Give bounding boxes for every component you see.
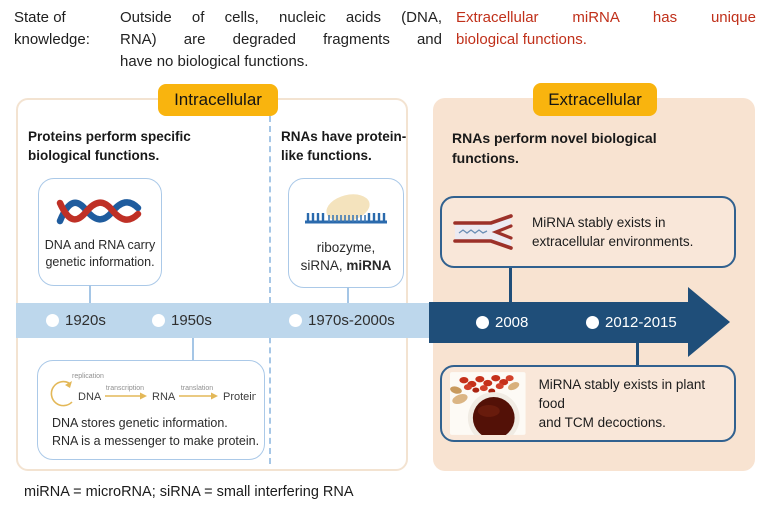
timeline-arrowhead [688, 287, 730, 357]
blood-vessel-icon [453, 214, 513, 250]
caption-line: DNA and RNA carry [44, 238, 156, 252]
caption-line: MiRNA stably exists in [532, 215, 666, 230]
statement-line: have no biological functions. [120, 53, 309, 70]
heading-line: like functions. [281, 148, 372, 163]
statement-line: Outside of cells, nucleic acids (DNA, [120, 9, 442, 26]
timeline-dot [152, 314, 165, 327]
plant-food-tcm-box: MiRNA stably exists in plant food and TC… [440, 365, 736, 442]
abbreviation-footnote: miRNA = microRNA; siRNA = small interfer… [24, 484, 354, 500]
intracellular-badge: Intracellular [158, 84, 278, 116]
timeline-marker-2012-2015: 2012-2015 [586, 302, 677, 343]
central-dogma-box: replication DNA transcription RNA transl… [37, 360, 265, 460]
rna-functions-heading: RNAs have protein- like functions. [281, 127, 411, 165]
timeline-dot [46, 314, 59, 327]
badge-label: Intracellular [174, 90, 262, 109]
heading-line: RNAs perform novel biological [452, 130, 657, 146]
statement-line: biological functions. [456, 31, 587, 48]
caption-line: extracellular environments. [532, 234, 694, 249]
vessel-box-caption: MiRNA stably exists in extracellular env… [532, 213, 693, 251]
timeline-bar-recent: 2008 2012-2015 [429, 302, 688, 343]
svg-text:RNA: RNA [152, 391, 176, 403]
timeline-dot [586, 316, 599, 329]
central-dogma-diagram: replication DNA transcription RNA transl… [50, 373, 256, 407]
connector-line [89, 285, 91, 303]
extracellular-heading: RNAs perform novel biological functions. [452, 129, 722, 168]
caption-line: ribozyme, [316, 239, 376, 255]
timeline-marker-1920s: 1920s [46, 303, 106, 338]
svg-text:DNA: DNA [78, 391, 102, 403]
replication-label: replication [72, 373, 104, 380]
dogma-caption: DNA stores genetic information. RNA is a… [52, 415, 259, 450]
badge-label: Extracellular [548, 89, 642, 109]
caption-line: siRNA, miRNA [300, 257, 392, 273]
timeline-label: 1970s-2000s [308, 312, 395, 329]
timeline-bar-past: 1920s 1950s 1970s-2000s [16, 303, 429, 338]
svg-text:Protein: Protein [223, 391, 256, 403]
svg-text:translation: translation [181, 385, 213, 392]
statement-line: Extracellular miRNA has unique [456, 9, 756, 26]
caption-line: genetic information. [45, 255, 155, 269]
timeline-dot [476, 316, 489, 329]
connector-line [636, 342, 639, 366]
timeline-marker-2008: 2008 [476, 302, 528, 343]
dna-rna-box: DNA and RNA carry genetic information. [38, 178, 162, 286]
caption-line: DNA stores genetic information. [52, 416, 228, 430]
heading-line: functions. [452, 149, 519, 166]
label-line: State of [14, 9, 66, 26]
column-divider [269, 116, 271, 464]
food-box-caption: MiRNA stably exists in plant food and TC… [539, 375, 734, 432]
connector-line [509, 267, 512, 303]
timeline-marker-1970s-2000s: 1970s-2000s [289, 303, 395, 338]
tcm-decoction-photo [450, 372, 526, 435]
timeline-dot [289, 314, 302, 327]
label-line: knowledge: [14, 31, 90, 48]
statement-line: RNA) are degraded fragments and [120, 31, 442, 48]
timeline-marker-1950s: 1950s [152, 303, 212, 338]
extracellular-badge: Extracellular [533, 83, 657, 116]
connector-line [192, 338, 194, 361]
heading-line: Proteins perform specific [28, 129, 191, 144]
rna-types-box: ribozyme, siRNA, miRNA [288, 178, 404, 288]
rna-strand-icon [305, 193, 387, 223]
rna-box-caption: ribozyme, siRNA, miRNA [301, 239, 392, 275]
timeline-label: 2008 [495, 314, 529, 331]
caption-line: MiRNA stably exists in plant food [538, 377, 706, 411]
state-of-knowledge-label: State of knowledge: [14, 7, 114, 51]
svg-text:transcription: transcription [106, 385, 144, 392]
timeline-label: 1950s [171, 312, 212, 329]
heading-line: biological functions. [28, 148, 160, 163]
timeline-label: 1920s [65, 312, 106, 329]
extracellular-environment-box: MiRNA stably exists in extracellular env… [440, 196, 736, 268]
caption-line: RNA is a messenger to make protein. [52, 433, 260, 448]
caption-line: and TCM decoctions. [538, 415, 666, 430]
dna-helix-icon [56, 199, 142, 225]
timeline-label: 2012-2015 [605, 314, 677, 331]
connector-line [347, 287, 349, 303]
new-knowledge-statement: Extracellular miRNA has unique biologica… [456, 7, 756, 51]
old-knowledge-statement: Outside of cells, nucleic acids (DNA, RN… [120, 7, 442, 73]
proteins-heading: Proteins perform specific biological fun… [28, 127, 238, 165]
heading-line: RNAs have protein- [281, 129, 407, 144]
dna-box-caption: DNA and RNA carry genetic information. [45, 237, 155, 271]
